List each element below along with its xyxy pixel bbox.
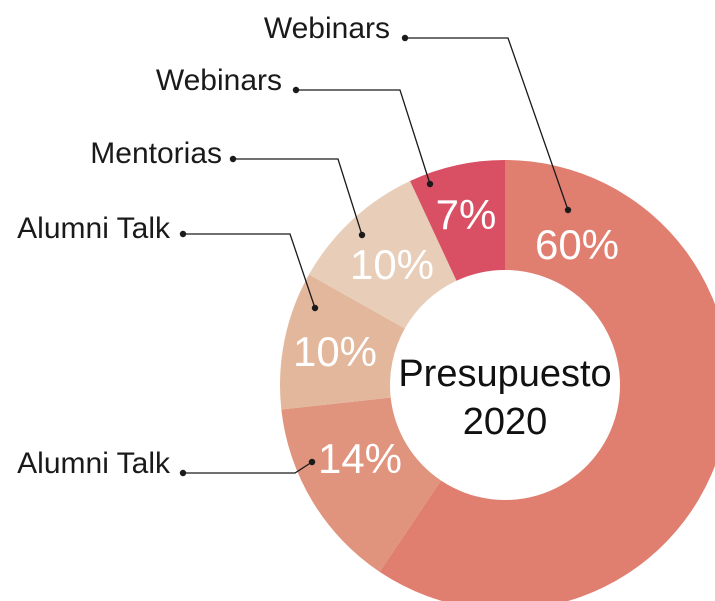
leader-line [296,89,431,185]
leader-line [183,461,313,474]
leader-dot [179,230,187,238]
leader-dot [292,86,300,94]
leader-dot [358,231,366,239]
leader-dot [229,155,237,163]
category-label: Alumni Talk [17,212,171,245]
center-title: 2020 [463,401,548,443]
donut-slice [410,160,505,281]
donut-slice [280,274,405,410]
donut-slice [308,180,457,329]
leader-line [183,233,316,309]
leader-dot [179,469,187,477]
category-label: Alumni Talk [17,447,171,480]
value-label: 7% [436,191,497,238]
leader-dot [401,34,409,42]
value-label: 60% [535,221,619,268]
category-label: Mentorias [90,137,222,170]
leader-line [405,37,569,211]
donut-slice [379,160,715,601]
leader-line [233,158,363,236]
value-label: 10% [350,241,434,288]
value-label: 10% [293,328,377,375]
labels: Webinars 60% Alumni Talk 14% Alumni Talk 10% M… [17,12,619,482]
leader-dot [311,304,319,312]
donut-slice [281,397,441,572]
category-label: Webinars [156,64,282,97]
leader-dot [426,180,434,188]
leader-dot [308,458,316,466]
value-label: 14% [318,435,402,482]
slices [280,160,715,601]
leader-dot [564,206,572,214]
center-title: Presupuesto [398,353,611,395]
category-label: Webinars [264,12,390,45]
